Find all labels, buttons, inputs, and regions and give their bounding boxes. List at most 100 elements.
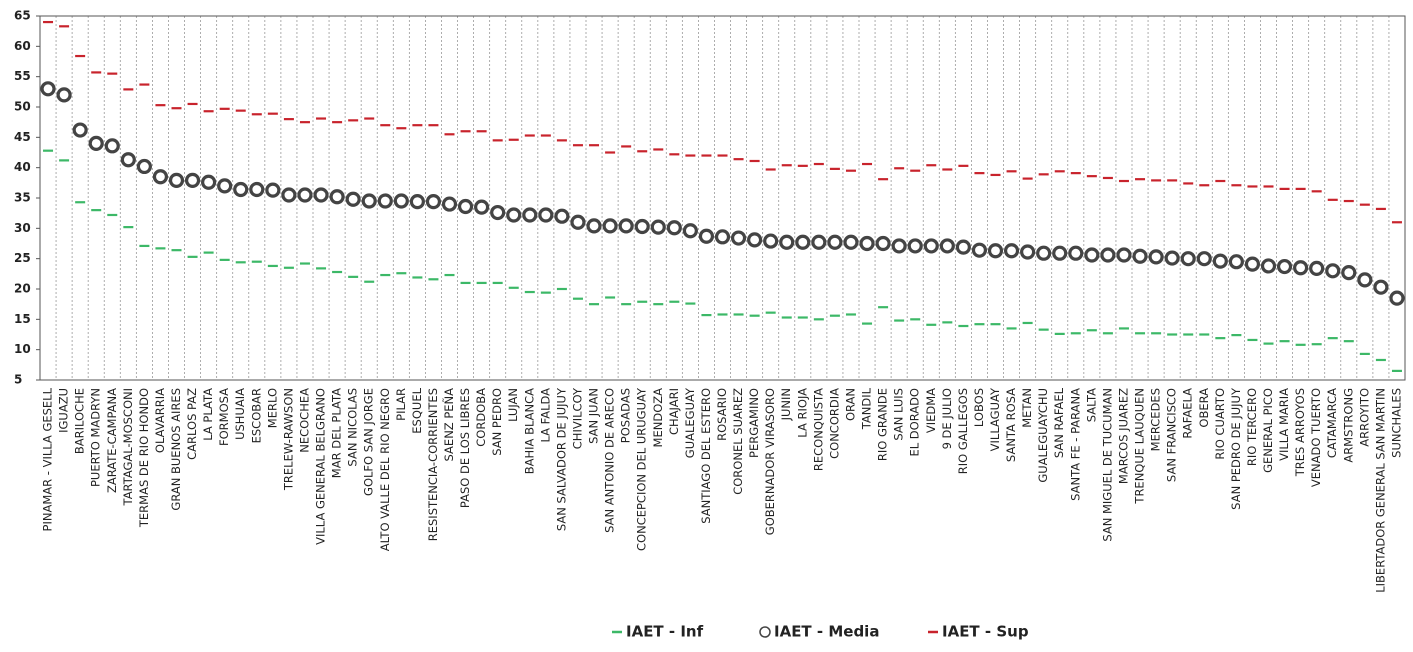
circle-marker xyxy=(217,178,233,194)
circle-marker xyxy=(730,230,747,246)
circle-marker xyxy=(1389,290,1405,306)
circle-marker xyxy=(1100,247,1116,263)
circle-marker xyxy=(1228,254,1244,270)
circle-marker xyxy=(409,194,425,210)
circle-marker xyxy=(586,218,602,234)
circle-marker xyxy=(361,193,377,209)
x-tick-label: ALTO VALLE DEL RIO NEGRO xyxy=(378,388,392,551)
x-tick-label: SANTA ROSA xyxy=(1004,388,1018,462)
circle-marker xyxy=(457,198,474,215)
x-tick-label: LUJAN xyxy=(506,388,520,422)
x-tick-label: PASO DE LOS LIBRES xyxy=(458,388,472,508)
x-tick-label: LA FALDA xyxy=(538,388,552,443)
circle-marker xyxy=(329,189,345,205)
x-tick-label: VENADO TUERTO xyxy=(1309,388,1323,487)
circle-marker xyxy=(297,187,313,203)
x-tick-label: SAN PEDRO xyxy=(490,388,504,456)
circle-marker xyxy=(474,199,490,215)
x-tick-label: SAN FRANCISCO xyxy=(1165,388,1179,482)
circle-marker xyxy=(393,193,409,209)
x-tick-label: USHUAIA xyxy=(233,388,247,440)
x-tick-label: SAN ANTONIO DE ARECO xyxy=(603,388,617,533)
x-tick-label: CORDOBA xyxy=(474,388,488,447)
circle-marker xyxy=(1020,244,1036,260)
x-tick-label: SAN JUAN xyxy=(587,388,601,444)
x-tick-label: SAN SALVADOR DE JUJUY xyxy=(554,387,568,531)
x-tick-label: EL DORADO xyxy=(908,388,922,457)
x-tick-label: SAN NICOLAS xyxy=(346,388,360,467)
y-tick-label: 20 xyxy=(14,282,31,296)
x-tick-label: ARMSTRONG xyxy=(1341,388,1355,463)
circle-marker xyxy=(1244,256,1261,272)
x-tick-label: SAN LUIS xyxy=(892,388,906,441)
circle-marker xyxy=(184,172,201,189)
x-tick-label: GUALEGUAYCHU xyxy=(1036,388,1050,483)
circle-marker xyxy=(602,218,618,234)
circle-marker xyxy=(714,229,731,245)
circle-marker xyxy=(1052,245,1068,261)
y-tick-label: 25 xyxy=(14,251,31,265)
x-tick-label: FORMOSA xyxy=(217,388,231,446)
x-tick-label: ZARATE-CAMPANA xyxy=(105,388,119,493)
y-tick-label: 55 xyxy=(14,69,31,83)
x-tick-label: VILLA GENERAL BELGRANO xyxy=(314,388,328,545)
circle-marker xyxy=(1293,260,1309,276)
circle-marker xyxy=(56,87,72,103)
x-tick-label: MARCOS JUAREZ xyxy=(1116,388,1130,484)
x-tick-label: TRELEW-RAWSON xyxy=(281,388,295,491)
y-tick-label: 65 xyxy=(14,9,31,23)
x-tick-label: VILLA MARIA xyxy=(1277,388,1291,461)
circle-marker xyxy=(425,194,442,210)
circle-marker xyxy=(634,218,650,235)
x-tick-label: MERLO xyxy=(265,388,279,428)
x-tick-label: SANTIAGO DEL ESTERO xyxy=(699,388,713,524)
circle-marker xyxy=(859,235,875,252)
x-tick-label: MAR DEL PLATA xyxy=(330,388,344,478)
x-tick-label: TERMAS DE RIO HONDO xyxy=(137,388,151,528)
circle-marker xyxy=(811,234,827,250)
y-tick-label: 40 xyxy=(14,160,31,174)
circle-marker xyxy=(313,187,329,203)
circle-marker xyxy=(570,214,586,230)
x-tick-label: POSADAS xyxy=(619,388,633,443)
circle-marker xyxy=(1357,272,1373,288)
circle-marker xyxy=(1148,249,1164,265)
x-tick-label: IGUAZU xyxy=(57,388,71,433)
x-tick-label: SAN RAFAEL xyxy=(1052,387,1066,458)
x-tick-label: TRES ARROYOS xyxy=(1293,388,1307,477)
circle-marker xyxy=(136,158,152,175)
circle-marker xyxy=(666,220,682,236)
circle-marker xyxy=(939,238,955,254)
x-tick-label: RESISTENCIA-CORRIENTES xyxy=(426,388,440,541)
x-tick-label: BARILOCHE xyxy=(73,388,87,454)
x-tick-label: MENDOZA xyxy=(651,388,665,448)
x-tick-label: 9 DE JULIO xyxy=(940,388,954,449)
x-tick-label: LA PLATA xyxy=(201,388,215,441)
circle-marker xyxy=(779,234,795,250)
x-tick-label: SAN MIGUEL DE TUCUMAN xyxy=(1100,388,1114,542)
circle-marker xyxy=(795,234,811,250)
x-tick-label: MERCEDES xyxy=(1149,388,1163,451)
x-tick-label: RAFAELA xyxy=(1181,388,1195,439)
circle-marker xyxy=(763,233,779,249)
circle-marker xyxy=(1068,245,1084,261)
x-tick-label: GENERAL PICO xyxy=(1261,388,1275,473)
circle-marker xyxy=(1196,251,1212,267)
circle-marker xyxy=(281,187,297,203)
circle-marker xyxy=(538,207,554,223)
circle-marker xyxy=(377,193,393,209)
y-tick-label: 45 xyxy=(14,130,31,144)
circle-marker xyxy=(1164,250,1180,266)
x-tick-label: RIO TERCERO xyxy=(1245,388,1259,466)
x-tick-label: ROSARIO xyxy=(715,388,729,441)
circle-marker xyxy=(923,238,939,254)
x-tick-label: CATAMARCA xyxy=(1325,388,1339,458)
x-tick-label: JUNIN xyxy=(779,388,793,421)
circle-marker xyxy=(907,238,923,254)
x-tick-label: SALTA xyxy=(1084,388,1098,422)
x-tick-label: SAN PEDRO DE JUJUY xyxy=(1229,387,1243,510)
x-tick-label: CONCORDIA xyxy=(827,388,841,459)
circle-marker xyxy=(152,169,169,185)
x-tick-label: GUALEGUAY xyxy=(683,387,697,458)
